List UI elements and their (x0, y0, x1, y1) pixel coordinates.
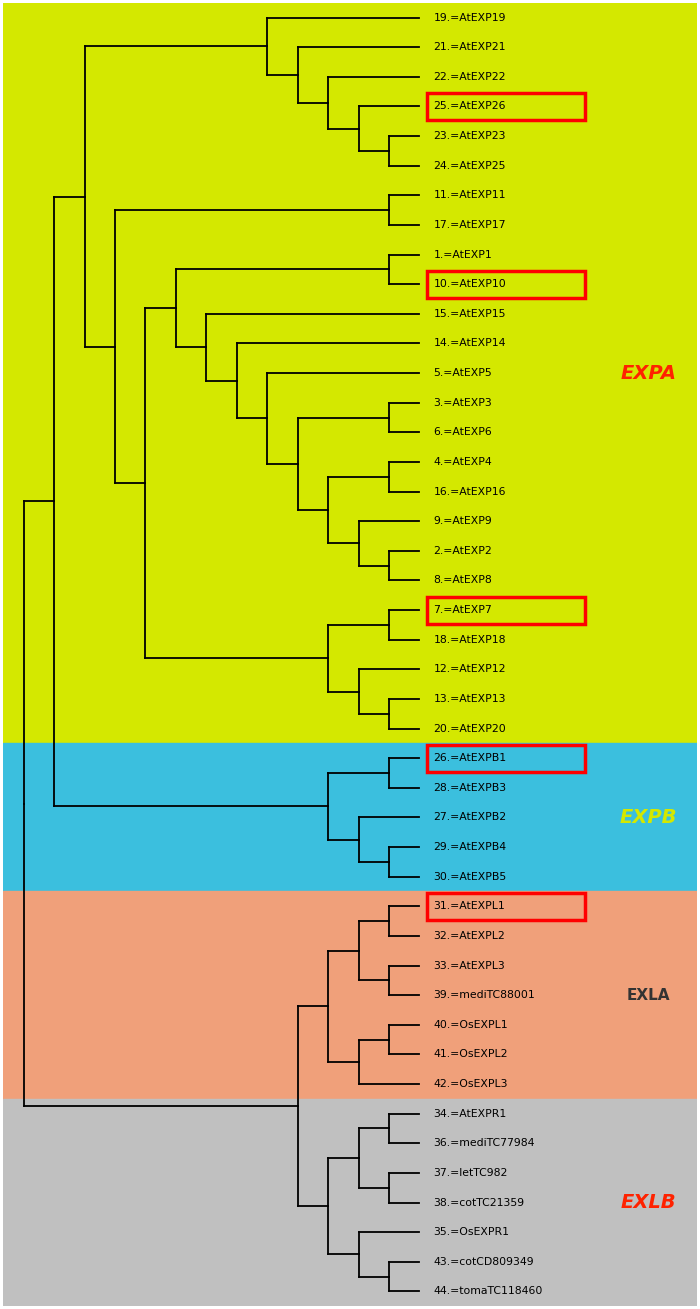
Text: 44.=tomaTC118460: 44.=tomaTC118460 (433, 1287, 542, 1296)
Text: 41.=OsEXPL2: 41.=OsEXPL2 (433, 1050, 508, 1059)
Text: 30.=AtEXPB5: 30.=AtEXPB5 (433, 872, 507, 882)
Text: 19.=AtEXP19: 19.=AtEXP19 (433, 13, 506, 22)
Text: 32.=AtEXPL2: 32.=AtEXPL2 (433, 931, 505, 941)
Text: 8.=AtEXP8: 8.=AtEXP8 (433, 576, 492, 585)
Text: 40.=OsEXPL1: 40.=OsEXPL1 (433, 1020, 508, 1030)
Text: 11.=AtEXP11: 11.=AtEXP11 (433, 190, 506, 200)
Text: 14.=AtEXP14: 14.=AtEXP14 (433, 339, 506, 348)
Text: 34.=AtEXPR1: 34.=AtEXPR1 (433, 1109, 507, 1119)
Text: 2.=AtEXP2: 2.=AtEXP2 (433, 546, 492, 556)
Text: 15.=AtEXP15: 15.=AtEXP15 (433, 309, 506, 319)
Text: 13.=AtEXP13: 13.=AtEXP13 (433, 694, 506, 704)
Text: EXPA: EXPA (621, 364, 677, 382)
Text: 16.=AtEXP16: 16.=AtEXP16 (433, 487, 506, 496)
Text: EXPB: EXPB (620, 808, 678, 827)
Text: 5.=AtEXP5: 5.=AtEXP5 (433, 368, 492, 378)
Text: 12.=AtEXP12: 12.=AtEXP12 (433, 664, 506, 674)
Text: 4.=AtEXP4: 4.=AtEXP4 (433, 457, 492, 467)
Text: 10.=AtEXP10: 10.=AtEXP10 (433, 279, 506, 289)
Text: 24.=AtEXP25: 24.=AtEXP25 (433, 161, 506, 170)
Bar (3, 744, 697, 891)
Bar (3, 1098, 697, 1306)
Text: 35.=OsEXPR1: 35.=OsEXPR1 (433, 1227, 510, 1237)
Text: 1.=AtEXP1: 1.=AtEXP1 (433, 250, 492, 259)
Text: 26.=AtEXPB1: 26.=AtEXPB1 (433, 753, 507, 763)
Text: EXLA: EXLA (627, 988, 671, 1003)
Text: 3.=AtEXP3: 3.=AtEXP3 (433, 398, 492, 407)
Text: 43.=cotCD809349: 43.=cotCD809349 (433, 1257, 534, 1267)
Text: 6.=AtEXP6: 6.=AtEXP6 (433, 427, 492, 437)
Text: 38.=cotTC21359: 38.=cotTC21359 (433, 1198, 524, 1207)
Text: 42.=OsEXPL3: 42.=OsEXPL3 (433, 1079, 508, 1089)
Bar (3, 3, 697, 744)
Text: 23.=AtEXP23: 23.=AtEXP23 (433, 131, 506, 141)
Text: 29.=AtEXPB4: 29.=AtEXPB4 (433, 842, 507, 852)
Text: 9.=AtEXP9: 9.=AtEXP9 (433, 516, 492, 526)
Text: 20.=AtEXP20: 20.=AtEXP20 (433, 724, 506, 733)
Bar (3, 891, 697, 1098)
Text: 17.=AtEXP17: 17.=AtEXP17 (433, 220, 506, 230)
Text: 39.=mediTC88001: 39.=mediTC88001 (433, 990, 535, 1000)
Text: 28.=AtEXPB3: 28.=AtEXPB3 (433, 783, 507, 793)
Text: 21.=AtEXP21: 21.=AtEXP21 (433, 42, 506, 52)
Text: 25.=AtEXP26: 25.=AtEXP26 (433, 102, 506, 111)
Text: 31.=AtEXPL1: 31.=AtEXPL1 (433, 902, 505, 911)
Text: 22.=AtEXP22: 22.=AtEXP22 (433, 72, 506, 82)
Text: EXLB: EXLB (621, 1192, 676, 1212)
Text: 33.=AtEXPL3: 33.=AtEXPL3 (433, 961, 505, 970)
Text: 36.=mediTC77984: 36.=mediTC77984 (433, 1139, 535, 1148)
Text: 18.=AtEXP18: 18.=AtEXP18 (433, 635, 506, 645)
Text: 7.=AtEXP7: 7.=AtEXP7 (433, 605, 492, 615)
Text: 27.=AtEXPB2: 27.=AtEXPB2 (433, 813, 507, 822)
Text: 37.=letTC982: 37.=letTC982 (433, 1168, 508, 1178)
